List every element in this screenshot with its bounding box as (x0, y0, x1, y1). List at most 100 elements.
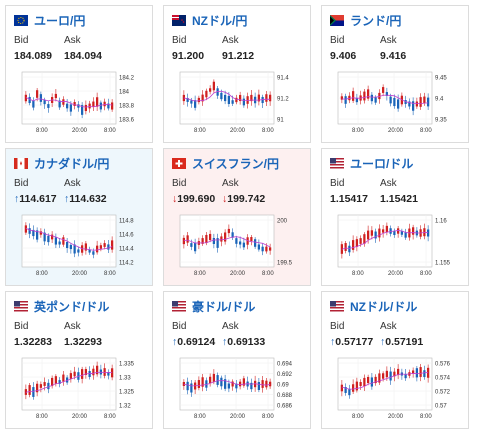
candle (235, 97, 238, 103)
x-tick-label: 8:00 (352, 128, 364, 134)
za-flag-icon (330, 14, 344, 26)
candle (205, 90, 208, 98)
rate-card-cadjpy[interactable]: カナダドル/円 Bid Ask ↑114.617 ↑114.632 114.8 1… (5, 148, 153, 286)
candle (216, 375, 219, 385)
rate-card-eurjpy[interactable]: ユーロ/円 Bid Ask 184.089 184.094 184.2 184 18… (5, 5, 153, 143)
rate-card-gbpusd[interactable]: 英ポンド/ドル Bid Ask 1.32283 1.32293 1.335 1.3… (5, 291, 153, 429)
pair-title[interactable]: ランド/円 (350, 13, 402, 28)
candle (216, 88, 219, 96)
candle (235, 238, 238, 244)
candle (205, 234, 208, 244)
candle (39, 384, 42, 388)
candle (84, 104, 87, 112)
candle (36, 383, 39, 393)
candle (201, 94, 204, 102)
candle (66, 377, 69, 383)
x-tick-label: 8:00 (352, 271, 364, 277)
candle (39, 94, 42, 102)
candle (378, 228, 381, 238)
price-chart[interactable]: 9.459.49.358:00 20:00 8:00 (328, 68, 462, 140)
pair-title[interactable]: NZドル/円 (192, 13, 248, 28)
candle (348, 388, 351, 396)
candle (186, 381, 189, 391)
y-tick-label: 183.8 (119, 104, 135, 110)
pair-title[interactable]: ユーロ/円 (34, 13, 86, 28)
candle (103, 243, 106, 247)
y-tick-label: 114.4 (119, 247, 134, 253)
candle (382, 373, 385, 379)
y-tick-label: 114.6 (119, 233, 134, 239)
y-tick-label: 0.686 (277, 404, 293, 410)
candle (370, 94, 373, 102)
x-tick-label: 20:00 (388, 128, 404, 134)
candle (352, 240, 355, 250)
candle (201, 377, 204, 387)
candle (400, 231, 403, 235)
candle (209, 233, 212, 241)
rate-card-nzdusd[interactable]: NZドル/ドル Bid Ask ↑0.57177 ↑0.57191 0.576 0… (321, 291, 469, 429)
rate-card-nzdjpy[interactable]: NZドル/円 Bid Ask 91.200 91.212 91.4 91.2 91 8… (163, 5, 311, 143)
x-tick-label: 8:00 (36, 128, 48, 134)
candle (250, 382, 253, 390)
y-tick-label: 114.8 (119, 219, 134, 225)
bid-value: 184.089 (14, 50, 52, 62)
candle (81, 105, 84, 115)
candle (77, 249, 80, 253)
candle (393, 371, 396, 377)
y-tick-label: 184 (119, 90, 130, 96)
x-tick-label: 8:00 (262, 128, 274, 134)
bid-value: ↑0.69124 (172, 336, 216, 348)
candle (231, 232, 234, 238)
moving-average-line (341, 94, 429, 105)
moving-average-line (183, 236, 271, 248)
candle (73, 102, 76, 106)
candle (51, 377, 54, 387)
rate-card-chfjpy[interactable]: スイスフラン/円 Bid Ask ↓199.690 ↓199.742 200 19… (163, 148, 311, 286)
pair-title[interactable]: ユーロ/ドル (350, 156, 414, 171)
candle (242, 242, 245, 248)
candle (107, 372, 110, 376)
y-tick-label: 1.33 (119, 376, 131, 382)
us-flag-icon (14, 300, 28, 312)
candle (209, 376, 212, 384)
x-tick-label: 8:00 (104, 128, 116, 134)
ask-value: 91.212 (222, 50, 255, 62)
rate-card-eurusd[interactable]: ユーロ/ドル Bid Ask 1.15417 1.15421 1.16 1.155… (321, 148, 469, 286)
candle (212, 81, 215, 91)
pair-title[interactable]: 英ポンド/ドル (34, 299, 110, 314)
pair-title[interactable]: スイスフラン/円 (192, 156, 279, 171)
candle (66, 241, 69, 249)
candle (374, 376, 377, 384)
candle (111, 102, 114, 110)
candle (385, 370, 388, 378)
candle (209, 88, 212, 92)
pair-title[interactable]: カナダドル/円 (34, 156, 110, 171)
rate-card-audusd[interactable]: 豪ドル/ドル Bid Ask ↑0.69124 ↑0.69133 0.694 0.… (163, 291, 311, 429)
candle (212, 373, 215, 383)
pair-title[interactable]: NZドル/ドル (350, 299, 418, 314)
pair-title[interactable]: 豪ドル/ドル (192, 299, 256, 314)
x-tick-label: 8:00 (194, 128, 206, 134)
candle (107, 244, 110, 250)
candle (224, 379, 227, 389)
moving-average-line (183, 90, 271, 102)
bid-label: Bid (330, 321, 345, 332)
x-tick-label: 8:00 (352, 414, 364, 420)
up-arrow-icon: ↑ (64, 193, 70, 205)
candle (220, 236, 223, 242)
rate-card-zarjpy[interactable]: ランド/円 Bid Ask 9.406 9.416 9.45 9.4 9.35 8:0… (321, 5, 469, 143)
y-tick-label: 0.576 (435, 362, 451, 368)
candle (111, 240, 114, 250)
candle (47, 382, 50, 390)
candle (367, 376, 370, 384)
ask-value: 9.416 (380, 50, 407, 62)
candle (404, 232, 407, 238)
